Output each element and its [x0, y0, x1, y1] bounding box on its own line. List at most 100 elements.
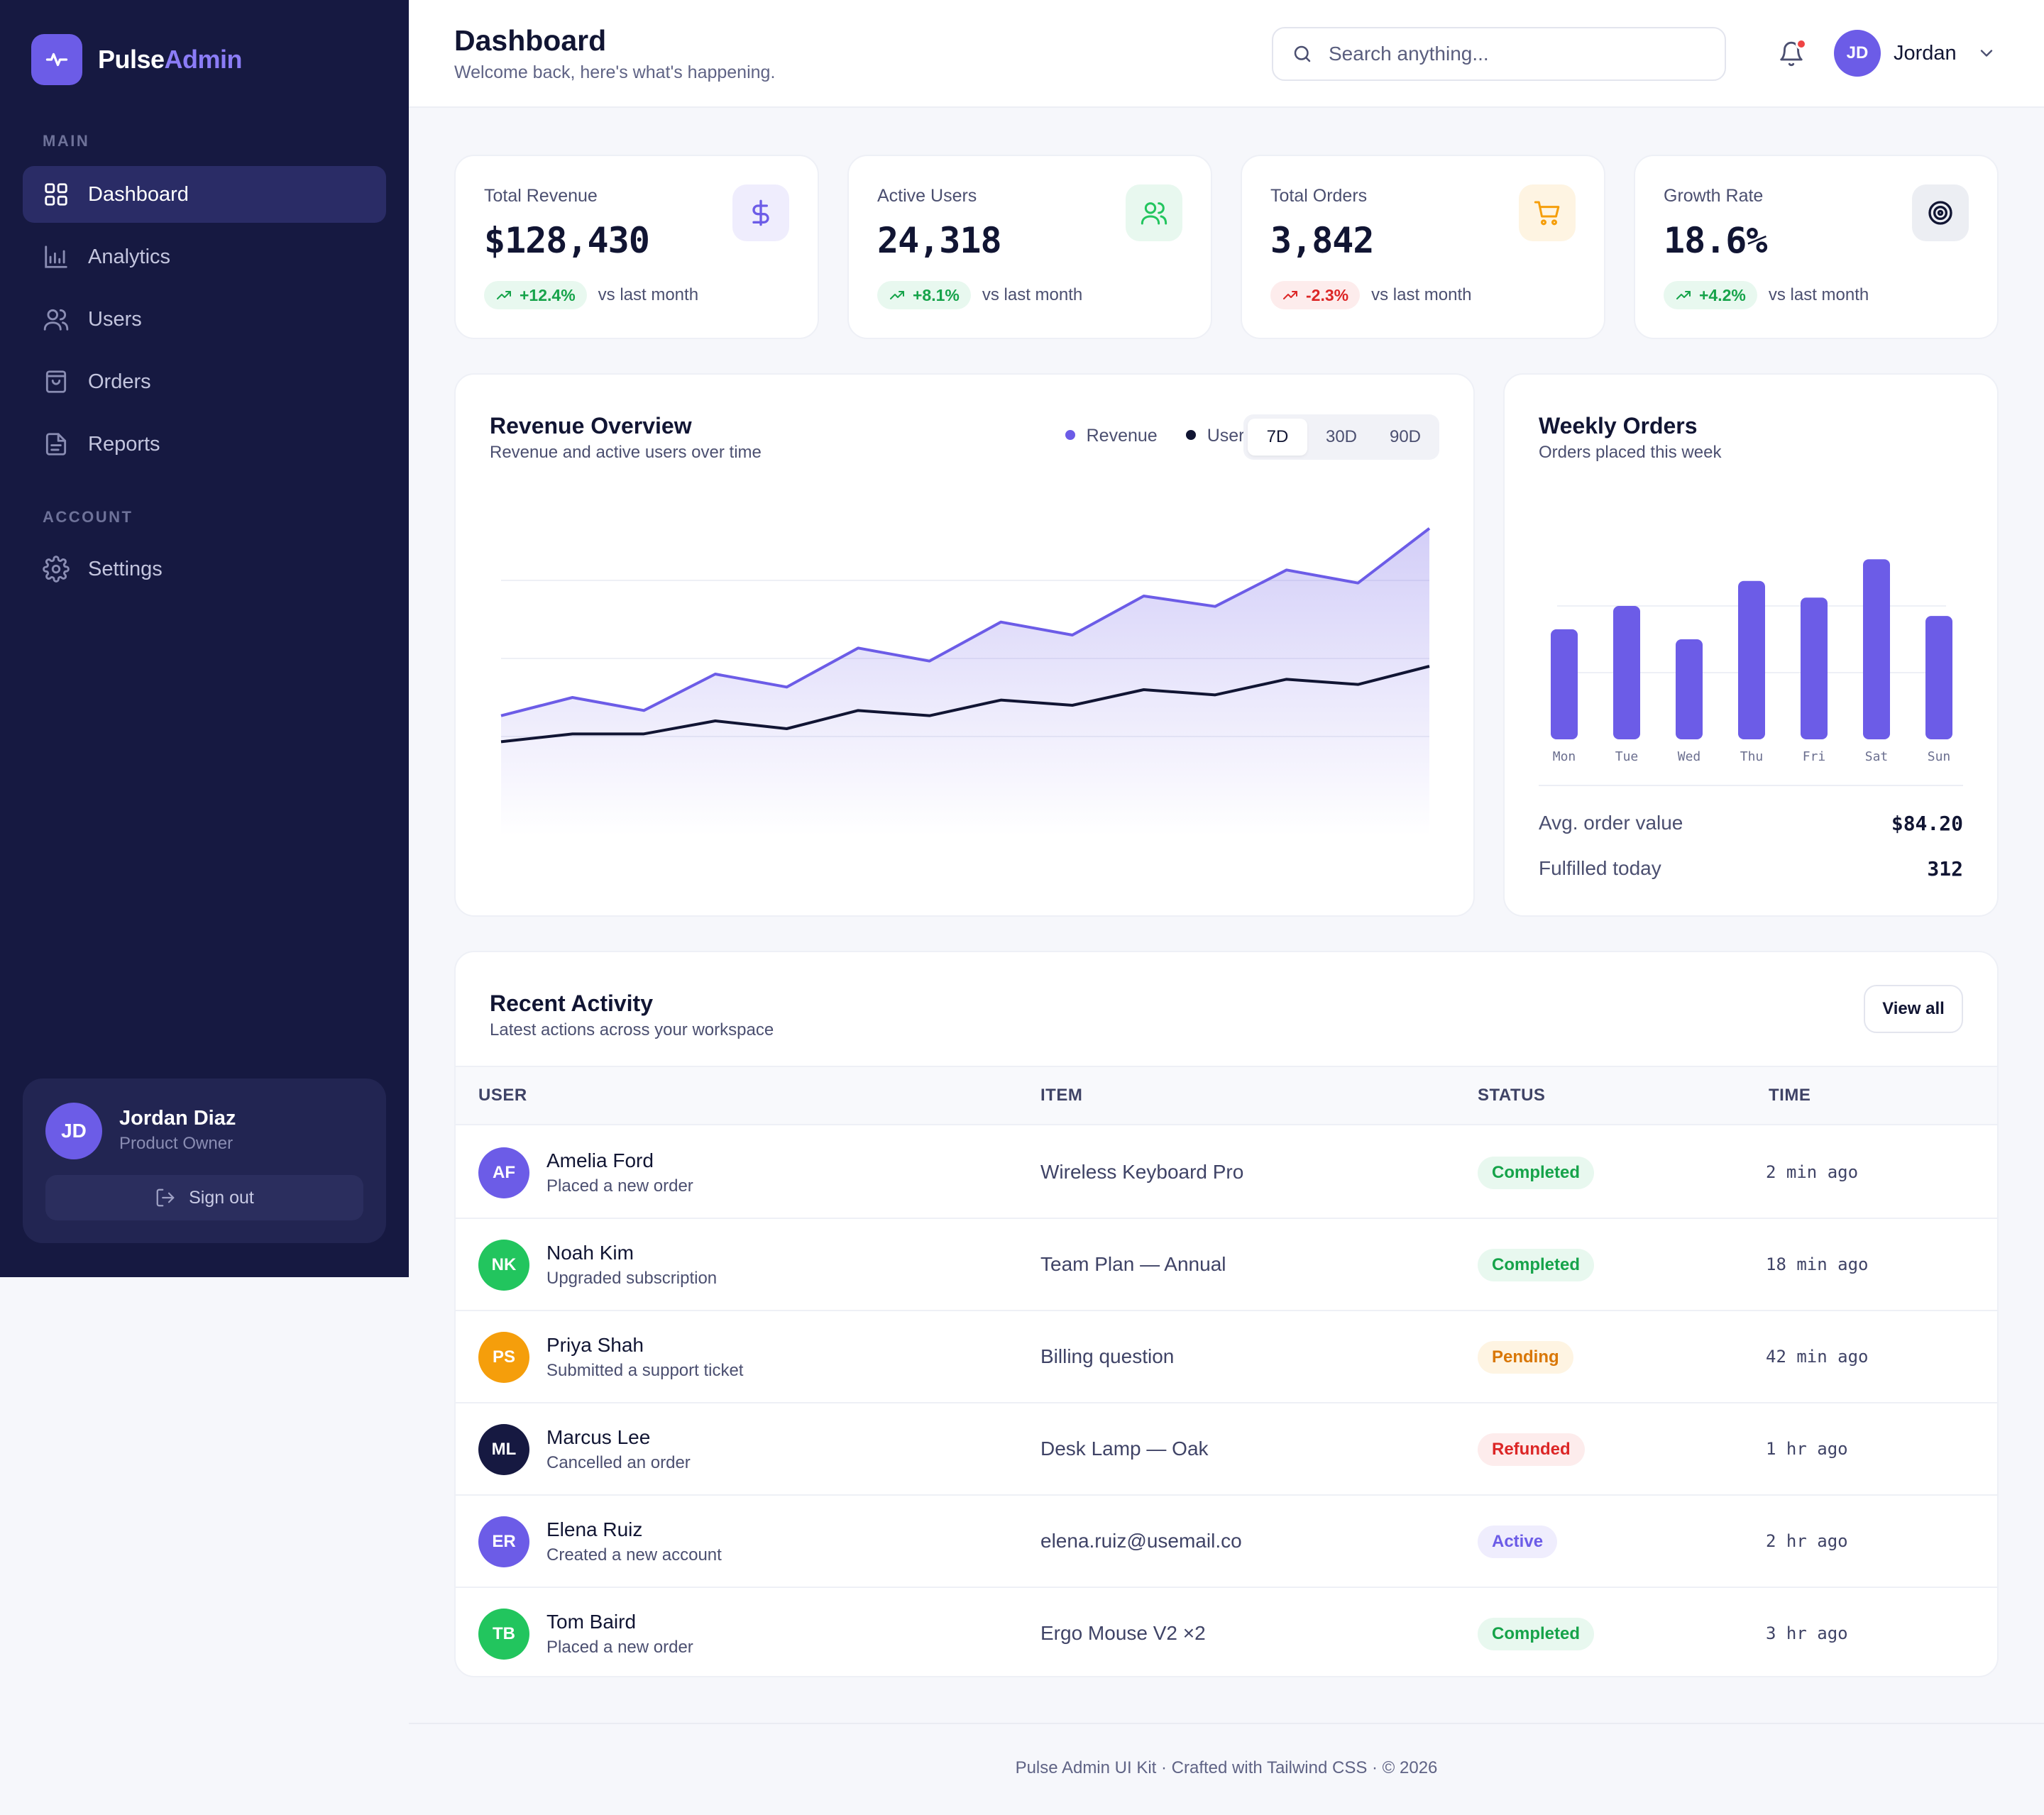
trend-icon — [1283, 291, 1297, 299]
avatar: ER — [478, 1516, 529, 1567]
bar-fri — [1801, 597, 1828, 739]
revenue-area-chart — [500, 527, 1431, 836]
table-row[interactable]: ML Marcus Lee Cancelled an order Desk Lamp … — [456, 1403, 1997, 1496]
table-row[interactable]: ER Elena Ruiz Created a new account elena.r… — [456, 1496, 1997, 1588]
brand[interactable]: PulseAdmin — [31, 34, 243, 85]
sidebar-item-reports[interactable]: Reports — [23, 416, 386, 473]
pulse-logo-icon — [31, 34, 82, 85]
brand-name: PulseAdmin — [98, 45, 243, 75]
tick-label: Sat — [1865, 749, 1889, 764]
row-time: 2 hr ago — [1766, 1531, 1848, 1551]
trend-up-icon — [890, 291, 904, 299]
recent-activity-card: Recent Activity Latest actions across yo… — [454, 951, 1999, 1677]
tick-label: Fri — [1803, 749, 1826, 764]
row-item: Wireless Keyboard Pro — [1040, 1161, 1244, 1183]
status-badge: Pending — [1478, 1341, 1573, 1374]
range-7d-button[interactable]: 7D — [1248, 419, 1307, 456]
tick-label: Sun — [1928, 749, 1951, 764]
sidebar-item-label: Reports — [88, 432, 160, 456]
sidebar: PulseAdmin MAIN Dashboard Analytics User… — [0, 0, 409, 1277]
profile-card: JD Jordan Diaz Product Owner Sign out — [23, 1078, 386, 1243]
card-subtitle: Latest actions across your workspace — [490, 1020, 774, 1039]
sidebar-item-label: Analytics — [88, 245, 171, 268]
sidebar-item-users[interactable]: Users — [23, 291, 386, 348]
table-row[interactable]: AF Amelia Ford Placed a new order Wireless … — [456, 1127, 1997, 1219]
shopping-bag-icon — [45, 370, 67, 393]
row-time: 42 min ago — [1766, 1347, 1869, 1367]
stat-card-revenue: Total Revenue $128,430 +12.4% vs last mo… — [454, 155, 819, 339]
signout-button[interactable]: Sign out — [45, 1175, 363, 1220]
sidebar-item-settings[interactable]: Settings — [23, 541, 386, 597]
search-box[interactable] — [1272, 27, 1726, 81]
delta-badge: +8.1% — [877, 281, 971, 309]
topbar: Dashboard Welcome back, here's what's ha… — [409, 0, 2044, 108]
status-badge: Completed — [1478, 1157, 1595, 1189]
cart-icon — [1519, 184, 1576, 241]
row-user-name: Marcus Lee — [546, 1426, 651, 1448]
row-user-name: Tom Baird — [546, 1611, 637, 1633]
bar-mon — [1551, 629, 1578, 739]
row-time: 1 hr ago — [1766, 1439, 1848, 1459]
kv-value: $84.20 — [1891, 812, 1963, 835]
sidebar-item-label: Settings — [88, 557, 163, 580]
delta-badge: +4.2% — [1664, 281, 1757, 309]
range-30d-button[interactable]: 30D — [1325, 427, 1358, 446]
table-row[interactable]: NK Noah Kim Upgraded subscription Team Plan… — [456, 1219, 1997, 1311]
sidebar-item-analytics[interactable]: Analytics — [23, 228, 386, 285]
column-header: TIME — [1769, 1086, 1811, 1105]
section-label-account: ACCOUNT — [43, 508, 133, 526]
range-90d-button[interactable]: 90D — [1389, 427, 1422, 446]
stat-value: 18.6% — [1664, 220, 1768, 261]
sidebar-item-label: Dashboard — [88, 182, 189, 206]
profile-name: Jordan Diaz — [119, 1107, 236, 1130]
bar-sun — [1925, 616, 1952, 739]
brand-name-b: Admin — [164, 45, 243, 74]
row-user-name: Elena Ruiz — [546, 1518, 643, 1540]
card-subtitle: Orders placed this week — [1539, 443, 1722, 462]
row-time: 18 min ago — [1766, 1254, 1869, 1274]
tick-label: Tue — [1615, 749, 1639, 764]
column-header: STATUS — [1478, 1086, 1546, 1105]
stat-value: $128,430 — [484, 220, 650, 261]
sidebar-item-dashboard[interactable]: Dashboard — [23, 166, 386, 223]
card-title: Revenue Overview — [490, 413, 692, 438]
sidebar-item-orders[interactable]: Orders — [23, 353, 386, 410]
divider — [1539, 785, 1963, 786]
status-badge: Active — [1478, 1526, 1558, 1558]
brand-name-a: Pulse — [98, 45, 165, 74]
delta-row: +12.4% vs last month — [484, 281, 698, 309]
delta-row: +4.2% vs last month — [1664, 281, 1869, 309]
delta-note: vs last month — [1768, 285, 1869, 304]
kv-label: Avg. order value — [1539, 812, 1683, 834]
status-badge: Completed — [1478, 1618, 1595, 1650]
revenue-area-fill — [501, 528, 1429, 836]
weekly-orders-card: Weekly Orders Orders placed this week Mo… — [1503, 373, 1999, 917]
search-input[interactable] — [1329, 43, 1698, 65]
avatar: NK — [478, 1240, 529, 1291]
bar-thu — [1738, 580, 1765, 739]
notifications-button[interactable] — [1771, 34, 1811, 74]
search-icon — [1294, 45, 1311, 62]
tick-label: Thu — [1740, 749, 1764, 764]
table-row[interactable]: TB Tom Baird Placed a new order Ergo Mouse … — [456, 1588, 1997, 1676]
stat-label: Total Revenue — [484, 186, 598, 206]
stat-card-orders: Total Orders 3,842 -2.3% vs last month — [1241, 155, 1605, 339]
sidebar-item-label: Users — [88, 307, 142, 331]
legend-label: Revenue — [1086, 426, 1158, 446]
table-row[interactable]: PS Priya Shah Submitted a support ticket Bi… — [456, 1311, 1997, 1403]
legend-item-revenue: Revenue — [1065, 426, 1158, 446]
page-subtitle: Welcome back, here's what's happening. — [454, 62, 776, 82]
document-icon — [45, 433, 67, 456]
avatar: TB — [478, 1609, 529, 1660]
user-menu[interactable]: JD Jordan — [1834, 30, 1996, 77]
target-icon — [1912, 184, 1969, 241]
stat-card-growth: Growth Rate 18.6% +4.2% vs last month — [1634, 155, 1999, 339]
bell-icon — [1780, 41, 1803, 67]
delta-value: +4.2% — [1699, 285, 1746, 304]
logout-icon — [156, 1188, 175, 1207]
footer: Pulse Admin UI Kit · Crafted with Tailwi… — [1015, 1758, 1438, 1777]
card-title: Weekly Orders — [1539, 413, 1698, 438]
row-item: Desk Lamp — Oak — [1040, 1438, 1209, 1460]
view-all-button[interactable]: View all — [1864, 985, 1963, 1033]
row-time: 3 hr ago — [1766, 1623, 1848, 1643]
